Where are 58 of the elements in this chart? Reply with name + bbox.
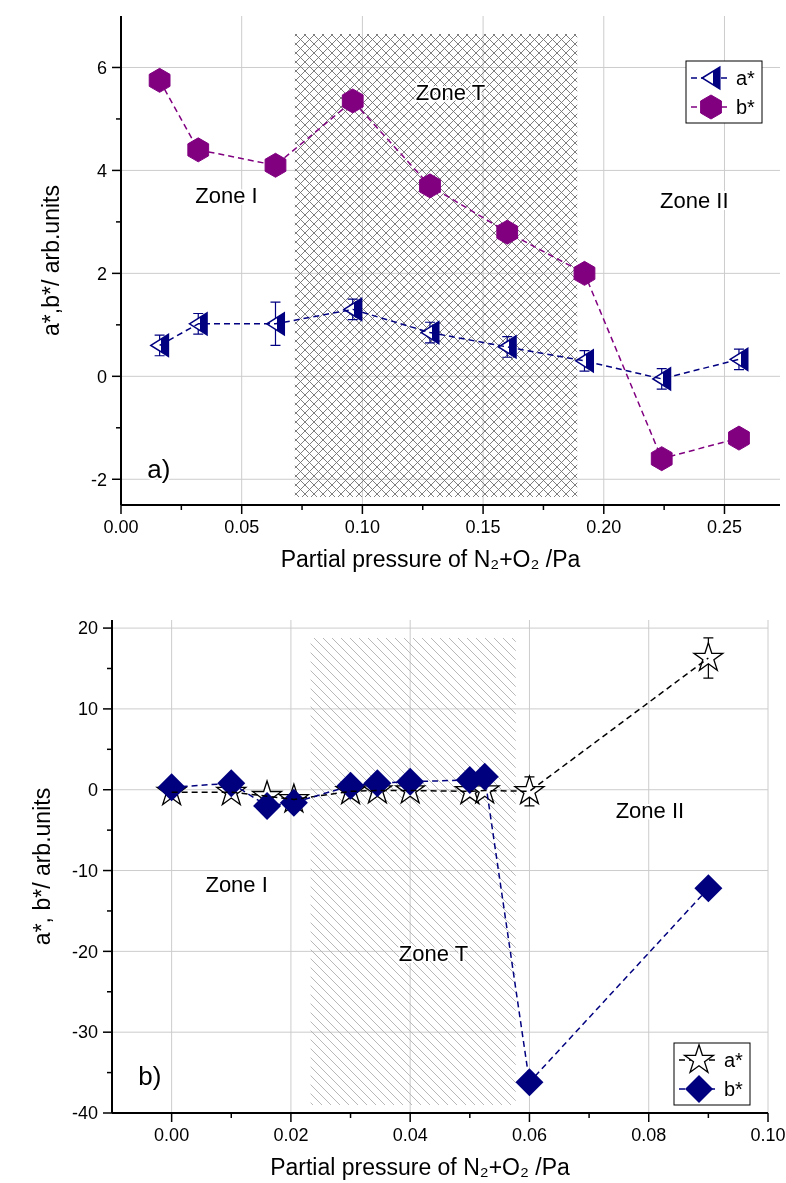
point [728,425,750,451]
point [363,769,392,798]
point [264,152,287,178]
annotation: Zone I [205,872,268,898]
point [341,88,364,114]
point [419,173,441,199]
point [573,260,596,286]
point [148,67,171,93]
point [496,219,519,245]
x-tick-label: 0.04 [392,1125,428,1145]
y-tick-label: 4 [96,160,107,181]
x-tick-label: 0.25 [706,517,742,537]
x-tick-label: 0.20 [586,517,622,537]
x-tick-label: 0.00 [103,517,139,537]
point [187,137,210,163]
legend-label: a* [736,67,756,89]
point [396,767,425,796]
point [693,642,724,671]
annotation: a) [147,453,171,484]
annotation: Zone T [415,80,486,106]
point [515,1068,544,1097]
y-tick-label: 0 [96,366,107,387]
y-tick-label: -2 [90,469,107,490]
x-tick-label: 0.10 [750,1125,786,1145]
y-axis-title: a*, b*/ arb.units [29,787,55,946]
point [217,769,246,798]
x-tick-label: 0.06 [511,1125,547,1145]
annotation: Zone I [195,182,258,208]
point [265,312,286,336]
annotation: Zone II [615,798,685,824]
point [336,771,365,800]
y-tick-label: 2 [96,263,107,284]
x-axis-title: Partial pressure of N₂+O₂ /Pa [270,1154,571,1180]
y-tick-label: -40 [71,1103,98,1124]
x-tick-label: 0.15 [465,517,501,537]
x-axis-title: Partial pressure of N₂+O₂ /Pa [280,546,581,572]
x-tick-label: 0.10 [344,517,380,537]
point [694,874,723,903]
y-axis-title: a*,b*/ arb.units [38,185,64,336]
x-tick-label: 0.05 [224,517,260,537]
legend-label: b* [724,1078,744,1100]
x-tick-label: 0.00 [154,1125,190,1145]
y-tick-label: 10 [77,699,98,720]
y-tick-label: -30 [71,1022,98,1043]
y-tick-label: 6 [96,57,107,78]
x-tick-label: 0.08 [631,1125,667,1145]
annotation: b) [138,1061,162,1092]
y-tick-label: 20 [77,618,98,639]
point [650,446,673,472]
legend-label: a* [724,1049,744,1071]
y-tick-label: -20 [71,941,98,962]
annotation: Zone T [398,941,469,967]
x-tick-label: 0.02 [273,1125,309,1145]
y-tick-label: -10 [71,860,98,881]
point [514,775,545,805]
annotation: Zone II [660,187,729,213]
y-tick-label: 0 [87,780,98,801]
legend-label: b* [736,96,756,118]
